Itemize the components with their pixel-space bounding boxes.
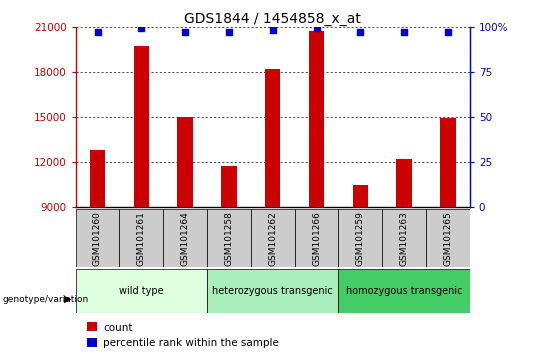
- Point: [268, 27, 277, 33]
- Text: GSM101264: GSM101264: [180, 211, 190, 266]
- Title: GDS1844 / 1454858_x_at: GDS1844 / 1454858_x_at: [184, 12, 361, 25]
- Bar: [178, 117, 193, 207]
- Bar: [251, 209, 295, 267]
- Text: homozygous transgenic: homozygous transgenic: [346, 286, 462, 296]
- Bar: [295, 209, 339, 267]
- Text: genotype/variation: genotype/variation: [3, 295, 89, 304]
- Text: count: count: [103, 322, 133, 332]
- Bar: [87, 338, 97, 347]
- Text: GSM101260: GSM101260: [93, 211, 102, 266]
- Bar: [207, 209, 251, 267]
- Point: [443, 29, 452, 35]
- Text: percentile rank within the sample: percentile rank within the sample: [103, 338, 279, 348]
- Bar: [382, 209, 426, 267]
- Bar: [133, 46, 149, 207]
- Bar: [163, 209, 207, 267]
- Point: [181, 29, 190, 35]
- Bar: [76, 269, 207, 313]
- Bar: [426, 209, 470, 267]
- Point: [137, 25, 146, 31]
- Text: heterozygous transgenic: heterozygous transgenic: [212, 286, 333, 296]
- Point: [356, 29, 364, 35]
- Point: [93, 29, 102, 35]
- Point: [312, 25, 321, 31]
- Bar: [76, 209, 119, 267]
- Text: GSM101266: GSM101266: [312, 211, 321, 266]
- Text: ▶: ▶: [64, 294, 71, 304]
- Bar: [221, 166, 237, 207]
- Bar: [90, 150, 105, 207]
- Text: wild type: wild type: [119, 286, 164, 296]
- Text: GSM101261: GSM101261: [137, 211, 146, 266]
- Text: GSM101259: GSM101259: [356, 211, 365, 266]
- Text: GSM101258: GSM101258: [225, 211, 233, 266]
- Text: GSM101265: GSM101265: [443, 211, 453, 266]
- Bar: [440, 118, 456, 207]
- Bar: [207, 269, 339, 313]
- Bar: [309, 31, 324, 207]
- Bar: [396, 159, 412, 207]
- Bar: [87, 322, 97, 331]
- Bar: [339, 209, 382, 267]
- Bar: [353, 184, 368, 207]
- Bar: [339, 269, 470, 313]
- Point: [400, 29, 408, 35]
- Point: [225, 29, 233, 35]
- Bar: [119, 209, 163, 267]
- Text: GSM101263: GSM101263: [400, 211, 409, 266]
- Bar: [265, 69, 280, 207]
- Text: GSM101262: GSM101262: [268, 211, 277, 266]
